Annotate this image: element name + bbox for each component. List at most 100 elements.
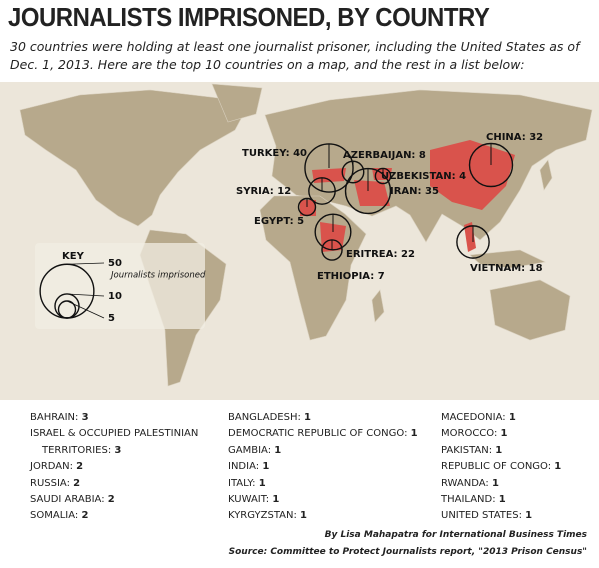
country-value: 5 bbox=[297, 216, 304, 227]
country-label: TURKEY: 40 bbox=[242, 148, 307, 159]
country-value: 7 bbox=[378, 271, 385, 282]
key-label: 10 bbox=[108, 291, 122, 302]
list-count: 1 bbox=[274, 444, 282, 456]
list-item: ISRAEL & OCCUPIED PALESTINIAN TERRITORIE… bbox=[30, 426, 225, 459]
country-list: BAHRAIN: 3 ISRAEL & OCCUPIED PALESTINIAN … bbox=[30, 410, 225, 525]
list-country: SAUDI ARABIA: bbox=[30, 494, 105, 506]
australia bbox=[489, 279, 571, 341]
ethiopia-eritrea-shape bbox=[320, 222, 346, 252]
list-item: MACEDONIA: 1 bbox=[441, 410, 591, 426]
key-leader bbox=[66, 300, 105, 319]
country-name: AZERBAIJAN: bbox=[343, 150, 415, 161]
list-item: BAHRAIN: 3 bbox=[30, 410, 225, 426]
country-name: IRAN: bbox=[390, 186, 422, 197]
country-name: VIETNAM: bbox=[470, 263, 525, 274]
source: Source: Committee to Protect Journalists… bbox=[228, 547, 587, 557]
list-item: BANGLADESH: 1 bbox=[228, 410, 433, 426]
country-name: SYRIA: bbox=[236, 186, 274, 197]
list-count: 1 bbox=[525, 510, 533, 522]
list-item: KUWAIT: 1 bbox=[228, 492, 433, 508]
list-item: DEMOCRATIC REPUBLIC OF CONGO: 1 bbox=[228, 426, 433, 442]
list-country: JORDAN: bbox=[30, 461, 73, 473]
byline: By Lisa Mahapatra for International Busi… bbox=[324, 530, 587, 540]
country-value: 8 bbox=[419, 150, 426, 161]
subtitle: 30 countries were holding at least one j… bbox=[10, 39, 580, 72]
list-country: ISRAEL & OCCUPIED PALESTINIAN TERRITORIE… bbox=[30, 428, 199, 456]
list-item: SAUDI ARABIA: 2 bbox=[30, 492, 225, 508]
country-name: EGYPT: bbox=[254, 216, 294, 227]
egypt-shape bbox=[300, 200, 316, 216]
country-name: ERITREA: bbox=[346, 249, 398, 260]
list-item: RWANDA: 1 bbox=[441, 476, 591, 492]
list-count: 1 bbox=[272, 494, 280, 506]
country-label: EGYPT: 5 bbox=[254, 216, 304, 227]
country-value: 12 bbox=[277, 186, 291, 197]
list-country: MACEDONIA: bbox=[441, 412, 506, 423]
list-count: 1 bbox=[498, 494, 506, 506]
list-count: 1 bbox=[495, 444, 503, 456]
list-count: 3 bbox=[114, 444, 122, 456]
list-country: GAMBIA: bbox=[228, 444, 272, 456]
country-label: ETHIOPIA: 7 bbox=[317, 271, 385, 282]
list-item: UNITED STATES: 1 bbox=[441, 508, 591, 524]
country-value: 4 bbox=[459, 171, 466, 182]
list-item: GAMBIA: 1 bbox=[228, 443, 433, 459]
key-title: KEY bbox=[62, 251, 85, 262]
world-map: KEY Journalists imprisoned TURKEY: 40 AZE… bbox=[0, 82, 599, 400]
list-count: 1 bbox=[258, 477, 266, 489]
list-item: JORDAN: 2 bbox=[30, 459, 225, 475]
iran-shape bbox=[354, 180, 390, 206]
list-item: PAKISTAN: 1 bbox=[441, 443, 591, 459]
list-count: 2 bbox=[107, 494, 115, 506]
key-circle bbox=[57, 300, 77, 319]
country-label: UZBEKISTAN: 4 bbox=[381, 171, 466, 182]
list-country: KUWAIT: bbox=[228, 494, 270, 506]
madagascar bbox=[371, 289, 385, 323]
japan bbox=[539, 159, 553, 191]
country-value: 18 bbox=[529, 263, 543, 274]
key-label: 50 bbox=[108, 258, 122, 269]
list-count: 1 bbox=[508, 412, 516, 423]
list-item: ITALY: 1 bbox=[228, 476, 433, 492]
list-item: THAILAND: 1 bbox=[441, 492, 591, 508]
list-count: 3 bbox=[81, 412, 89, 423]
country-value: 35 bbox=[425, 186, 439, 197]
country-name: TURKEY: bbox=[242, 148, 290, 159]
list-country: DEMOCRATIC REPUBLIC OF CONGO: bbox=[228, 428, 408, 440]
list-count: 2 bbox=[73, 477, 81, 489]
title: JOURNALISTS IMPRISONED, BY COUNTRY bbox=[8, 2, 490, 32]
north-america bbox=[19, 89, 251, 227]
key-leader bbox=[66, 262, 105, 265]
list-count: 1 bbox=[262, 461, 270, 473]
country-name: CHINA: bbox=[486, 132, 526, 143]
list-item: SOMALIA: 2 bbox=[30, 508, 225, 524]
key-box bbox=[35, 243, 205, 329]
country-value: 22 bbox=[401, 249, 415, 260]
list-count: 1 bbox=[500, 428, 508, 440]
list-count: 1 bbox=[491, 477, 499, 489]
list-count: 1 bbox=[554, 461, 562, 473]
country-label: CHINA: 32 bbox=[486, 132, 543, 143]
list-country: UNITED STATES: bbox=[441, 510, 522, 522]
key-leader bbox=[66, 293, 105, 297]
country-value: 32 bbox=[529, 132, 543, 143]
list-count: 1 bbox=[304, 412, 311, 423]
turkey-shape bbox=[312, 168, 346, 183]
list-country: ITALY: bbox=[228, 477, 256, 489]
list-count: 1 bbox=[410, 428, 418, 440]
list-count: 2 bbox=[76, 461, 84, 473]
list-country: MOROCCO: bbox=[441, 428, 498, 440]
country-label: AZERBAIJAN: 8 bbox=[343, 150, 426, 161]
list-country: THAILAND: bbox=[441, 494, 496, 506]
list-count: 2 bbox=[81, 510, 89, 522]
land bbox=[19, 83, 593, 387]
list-item: MOROCCO: 1 bbox=[441, 426, 591, 442]
indonesia bbox=[469, 249, 546, 269]
country-list: MACEDONIA: 1 MOROCCO: 1 PAKISTAN: 1 REPUBLI… bbox=[441, 410, 591, 525]
list-country: INDIA: bbox=[228, 461, 260, 473]
country-name: ETHIOPIA: bbox=[317, 271, 374, 282]
list-country: KYRGYZSTAN: bbox=[228, 510, 297, 522]
list-country: PAKISTAN: bbox=[441, 444, 493, 456]
list-country: SOMALIA: bbox=[30, 510, 79, 522]
